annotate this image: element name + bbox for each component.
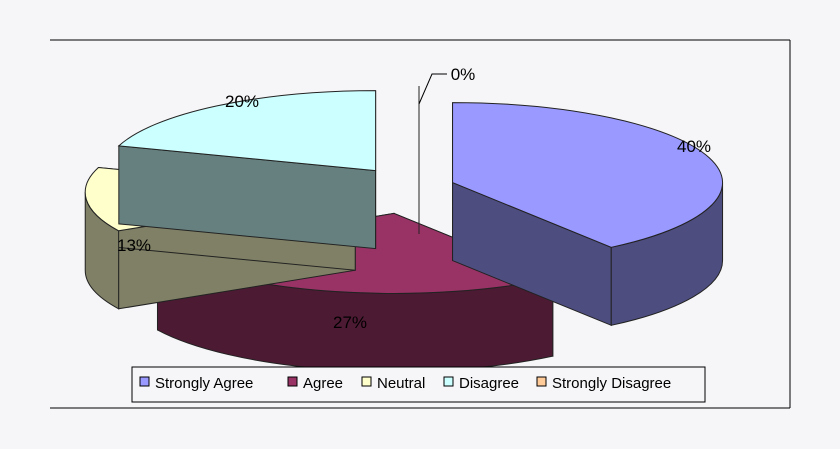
legend-item-neutral: Neutral [361, 375, 425, 392]
legend-label: Strongly Agree [155, 375, 253, 392]
value-label-strongly-agree: 40% [677, 137, 711, 156]
legend: Strongly Agree Agree Neutral Disagree Strong… [131, 366, 706, 403]
legend-swatch [139, 376, 150, 387]
legend-item-agree: Agree [287, 375, 343, 392]
pie-area [84, 86, 724, 372]
legend-label: Disagree [459, 375, 519, 392]
legend-swatch [443, 376, 454, 387]
legend-item-strongly-agree: Strongly Agree [139, 375, 253, 392]
value-labels: 40% 27% 13% 20% 0% [117, 65, 711, 332]
value-label-strongly-disagree: 0% [451, 65, 476, 84]
pie-slice-top-disagree [117, 90, 377, 172]
value-label-disagree: 20% [225, 92, 259, 111]
pie-slice-top-strongly-agree [452, 102, 724, 248]
pie-slice-strongly-agree [452, 102, 724, 327]
value-label-neutral: 13% [117, 236, 151, 255]
legend-label: Strongly Disagree [552, 375, 671, 392]
legend-item-disagree: Disagree [443, 375, 519, 392]
legend-box [131, 366, 706, 403]
legend-swatch [536, 376, 547, 387]
legend-label: Agree [303, 375, 343, 392]
legend-item-strongly-disagree: Strongly Disagree [536, 375, 671, 392]
leader-line-0pct [418, 73, 447, 105]
legend-label: Neutral [377, 375, 425, 392]
legend-swatch [361, 376, 372, 387]
plot-frame [50, 39, 791, 409]
pie-slice-disagree [117, 90, 377, 250]
legend-swatch [287, 376, 298, 387]
value-label-agree: 27% [333, 313, 367, 332]
